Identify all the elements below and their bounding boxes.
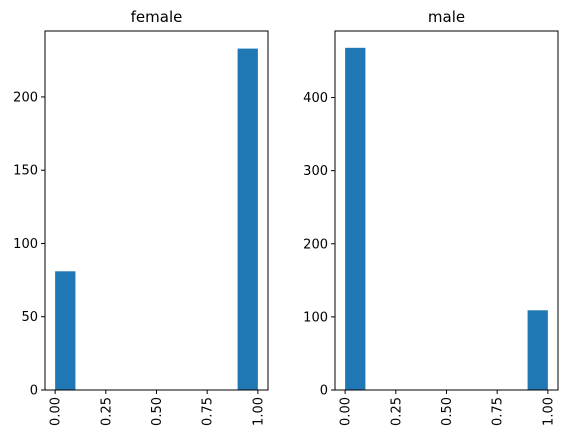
bar-0	[55, 271, 76, 390]
bar-0	[345, 47, 366, 390]
y-tick-label: 200	[13, 90, 38, 105]
axes-frame	[44, 30, 269, 391]
x-tick-label: 0.75	[201, 397, 216, 426]
male-panel: male 0 100 200 300 400 0.00 0.25 0.50 0.75 1.00	[303, 8, 559, 426]
y-tick-label: 0	[30, 384, 38, 399]
y-tick-label: 100	[13, 237, 38, 252]
x-tick-label: 0.25	[99, 397, 114, 426]
panel-title: female	[131, 8, 183, 26]
x-tick-label: 0.00	[339, 397, 354, 426]
x-tick-label: 1.00	[541, 397, 556, 426]
x-tick-label: 1.00	[251, 397, 266, 426]
y-tick-label: 100	[303, 310, 328, 325]
y-tick-label: 0	[320, 384, 328, 399]
bar-1	[237, 48, 258, 390]
panel-title: male	[428, 8, 465, 26]
x-tick-label: 0.00	[49, 397, 64, 426]
bar-1	[527, 310, 548, 390]
x-tick-label: 0.75	[491, 397, 506, 426]
female-panel: female 0 50 100 150 200 0.00 0.25 0.50 0.75 1.00	[13, 8, 269, 426]
y-tick-label: 150	[13, 164, 38, 179]
y-tick-label: 50	[21, 310, 38, 325]
y-tick-label: 200	[303, 237, 328, 252]
y-tick-label: 400	[303, 91, 328, 106]
x-tick-label: 0.50	[150, 397, 165, 426]
axes-frame	[334, 30, 559, 391]
y-tick-label: 300	[303, 164, 328, 179]
x-tick-label: 0.25	[389, 397, 404, 426]
x-tick-label: 0.50	[440, 397, 455, 426]
